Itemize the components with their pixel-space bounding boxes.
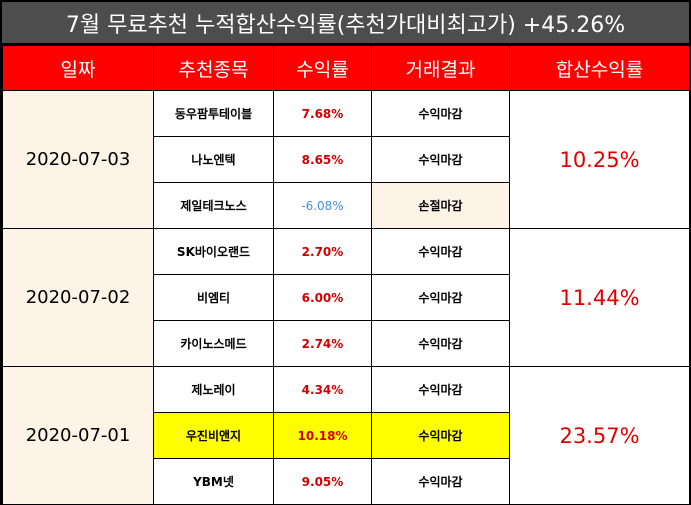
stock-name: 나노엔텍 — [153, 136, 274, 183]
header-total: 합산수익률 — [509, 45, 690, 91]
table-row: 2020-07-01 제노레이 4.34% 수익마감 23.57% — [2, 366, 690, 505]
page-title: 7월 무료추천 누적합산수익률(추천가대비최고가) +45.26% — [2, 2, 689, 43]
table-header-row: 일짜 추천종목 수익률 거래결과 합산수익률 — [2, 45, 690, 91]
header-result: 거래결과 — [371, 45, 510, 91]
total-return: 10.25% — [509, 90, 690, 229]
stock-name: 동우팜투테이블 — [153, 90, 274, 137]
table-row: 2020-07-02 SK바이오랜드 2.70% 수익마감 11.44% — [2, 228, 690, 367]
result-status: 수익마감 — [371, 458, 510, 505]
stock-name: 제노레이 — [153, 366, 274, 413]
return-value: -6.08% — [273, 182, 372, 229]
stock-name: 우진비앤지 — [153, 412, 274, 459]
result-status: 수익마감 — [371, 90, 510, 137]
date-cell: 2020-07-02 — [2, 228, 154, 367]
table-row: 2020-07-03 동우팜투테이블 7.68% 수익마감 10.25% — [2, 90, 690, 229]
result-status: 수익마감 — [371, 274, 510, 321]
result-status: 수익마감 — [371, 366, 510, 413]
returns-table: 일짜 추천종목 수익률 거래결과 합산수익률 2020-07-03 동우팜투테이… — [2, 45, 690, 505]
return-value: 7.68% — [273, 90, 372, 137]
result-status: 수익마감 — [371, 412, 510, 459]
table-row: 나노엔텍 8.65% 수익마감 — [3, 136, 690, 183]
stock-name: 제일테크노스 — [153, 182, 274, 229]
stock-name: SK바이오랜드 — [153, 228, 274, 275]
return-value: 4.34% — [273, 366, 372, 413]
date-cell: 2020-07-01 — [2, 366, 154, 505]
header-date: 일짜 — [2, 45, 154, 91]
total-return: 23.57% — [509, 366, 690, 505]
return-value: 2.70% — [273, 228, 372, 275]
return-value: 8.65% — [273, 136, 372, 183]
result-status: 손절마감 — [371, 182, 510, 229]
table-row: 비엠티 6.00% 수익마감 — [3, 274, 690, 321]
header-return: 수익률 — [273, 45, 372, 91]
date-cell: 2020-07-03 — [2, 90, 154, 229]
table-row-highlighted: 우진비앤지 10.18% 수익마감 — [3, 412, 690, 459]
return-value: 9.05% — [273, 458, 372, 505]
return-value: 2.74% — [273, 320, 372, 367]
stock-name: YBM넷 — [153, 458, 274, 505]
table-row: 제일테크노스 -6.08% 손절마감 — [3, 182, 690, 229]
header-stock: 추천종목 — [153, 45, 274, 91]
stock-name: 비엠티 — [153, 274, 274, 321]
result-status: 수익마감 — [371, 320, 510, 367]
return-value: 6.00% — [273, 274, 372, 321]
result-status: 수익마감 — [371, 136, 510, 183]
table-row: 카이노스메드 2.74% 수익마감 — [3, 320, 690, 367]
result-status: 수익마감 — [371, 228, 510, 275]
total-return: 11.44% — [509, 228, 690, 367]
return-value: 10.18% — [273, 412, 372, 459]
stock-name: 카이노스메드 — [153, 320, 274, 367]
